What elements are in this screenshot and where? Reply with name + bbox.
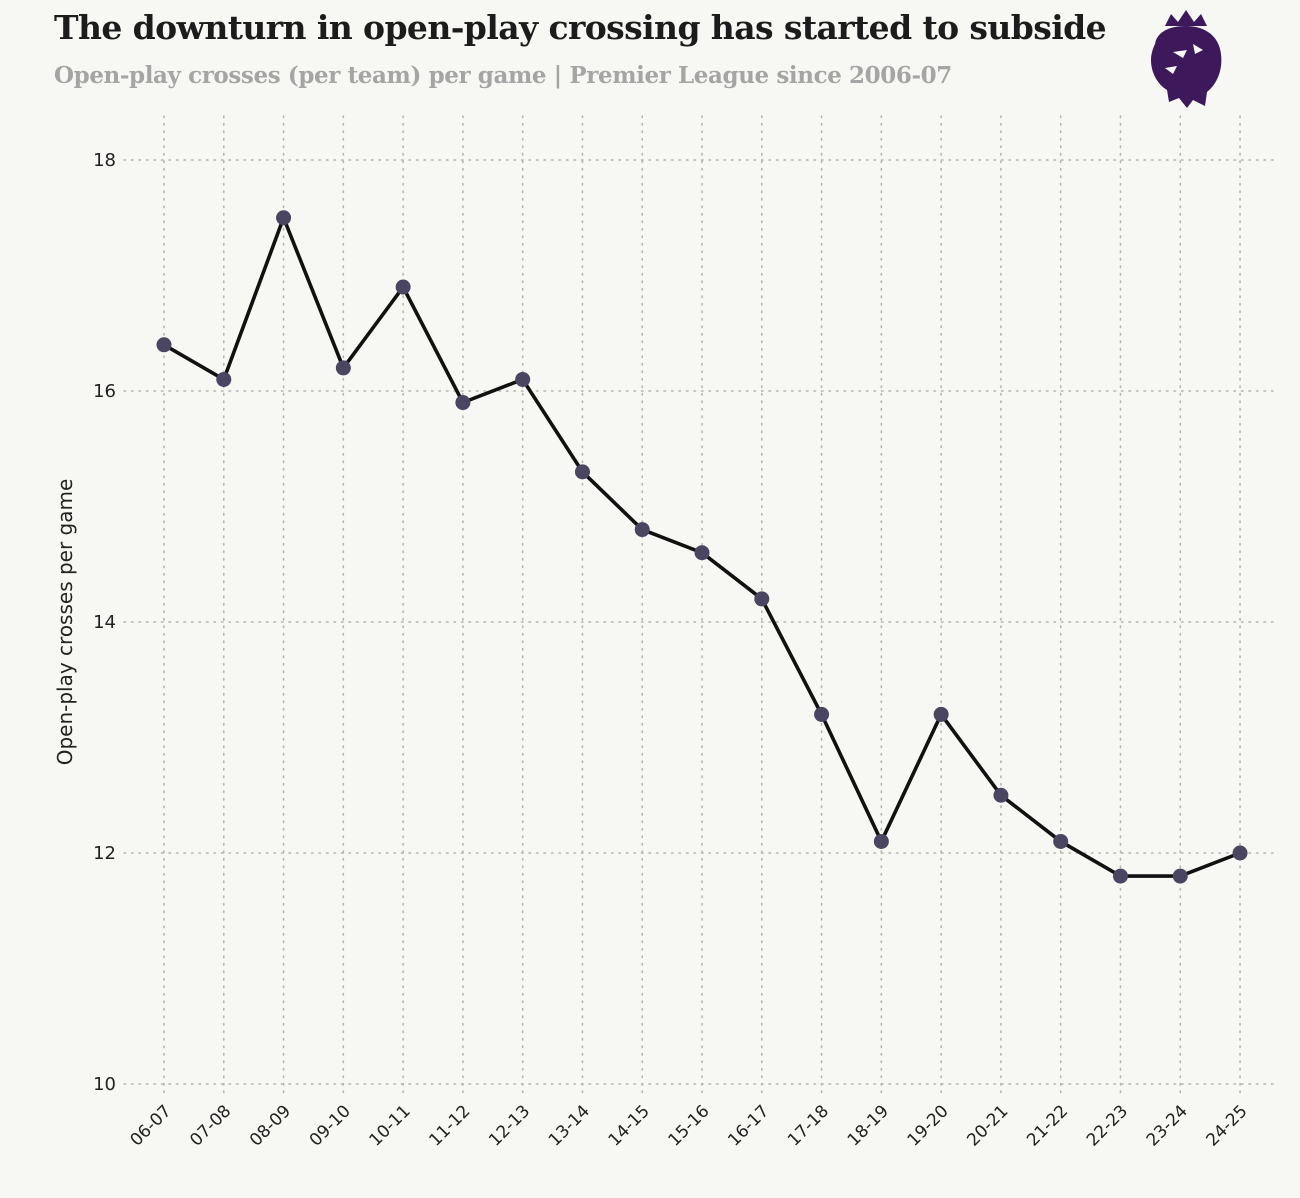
x-tick-label: 11-12 xyxy=(425,1101,474,1150)
x-axis-ticks: 06-07 07-08 08-09 09-10 10-11 11-12 12-13 13-14… xyxy=(126,1101,1251,1150)
x-tick-label: 08-09 xyxy=(246,1101,295,1150)
y-tick-label: 18 xyxy=(93,150,116,171)
y-axis-ticks: 10 12 14 16 18 xyxy=(93,150,116,1095)
data-series xyxy=(156,210,1248,884)
x-tick-label: 23-24 xyxy=(1143,1101,1192,1150)
y-axis-label: Open-play crosses per game xyxy=(53,479,77,766)
data-point xyxy=(216,371,232,387)
y-tick-label: 12 xyxy=(93,843,116,864)
x-tick-label: 06-07 xyxy=(126,1101,175,1150)
data-point xyxy=(1172,868,1188,884)
x-tick-label: 17-18 xyxy=(784,1101,833,1150)
x-tick-label: 12-13 xyxy=(485,1101,534,1150)
chart-title: The downturn in open-play crossing has s… xyxy=(54,8,1107,47)
data-point xyxy=(1232,845,1248,861)
data-point xyxy=(993,787,1009,803)
y-tick-label: 14 xyxy=(93,612,116,633)
y-tick-label: 16 xyxy=(93,381,116,402)
x-tick-label: 22-23 xyxy=(1083,1101,1132,1150)
data-point xyxy=(634,522,650,538)
data-point xyxy=(754,591,770,607)
data-point xyxy=(455,395,471,411)
grid-lines xyxy=(123,115,1279,1095)
x-tick-label: 24-25 xyxy=(1202,1101,1251,1150)
x-tick-label: 21-22 xyxy=(1023,1101,1072,1150)
premier-league-lion-icon xyxy=(1151,10,1222,108)
x-tick-label: 20-21 xyxy=(963,1101,1012,1150)
data-point xyxy=(933,706,949,722)
data-point xyxy=(515,371,531,387)
data-point xyxy=(395,279,411,295)
x-tick-label: 19-20 xyxy=(904,1101,953,1150)
data-point xyxy=(694,545,710,561)
x-tick-label: 10-11 xyxy=(366,1101,415,1150)
x-tick-label: 15-16 xyxy=(664,1101,713,1150)
data-point xyxy=(574,464,590,480)
data-point xyxy=(1112,868,1128,884)
data-point xyxy=(1053,833,1069,849)
y-tick-label: 10 xyxy=(93,1074,116,1095)
data-point xyxy=(814,706,830,722)
data-point xyxy=(873,833,889,849)
x-tick-label: 07-08 xyxy=(186,1101,235,1150)
data-point xyxy=(335,360,351,376)
x-tick-label: 13-14 xyxy=(545,1101,594,1150)
x-tick-label: 18-19 xyxy=(844,1101,893,1150)
x-tick-label: 14-15 xyxy=(605,1101,654,1150)
data-point xyxy=(276,210,292,226)
x-tick-label: 09-10 xyxy=(306,1101,355,1150)
data-point xyxy=(156,337,172,353)
x-tick-label: 16-17 xyxy=(724,1101,773,1150)
chart-subtitle: Open-play crosses (per team) per game | … xyxy=(54,62,952,89)
